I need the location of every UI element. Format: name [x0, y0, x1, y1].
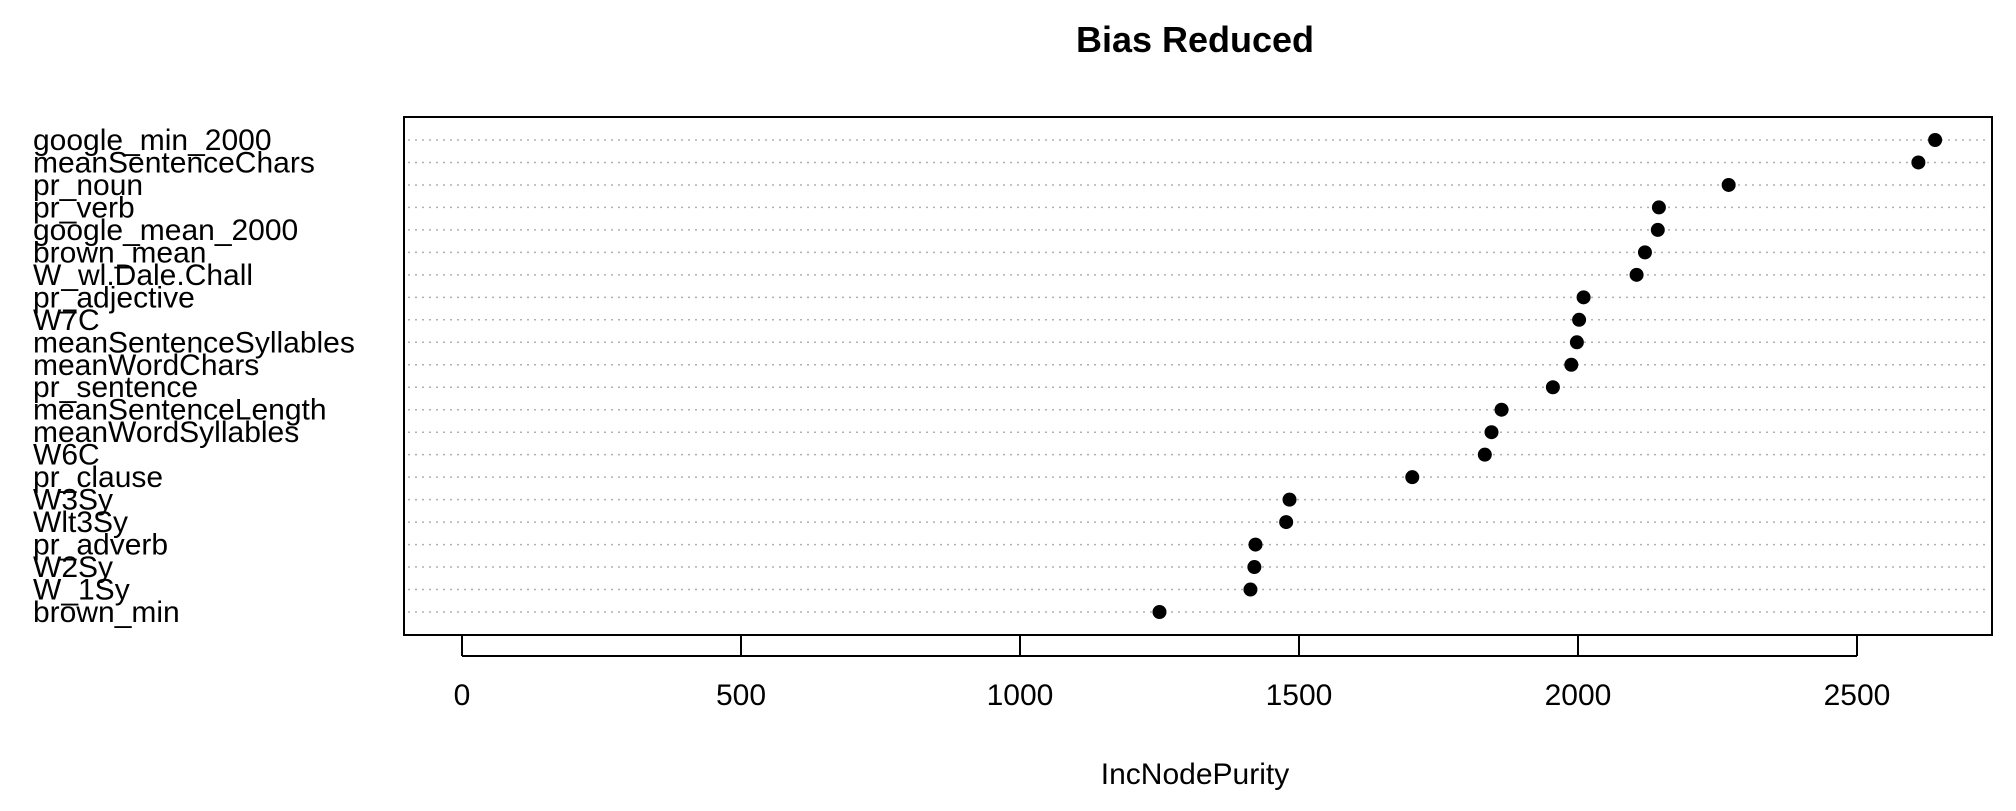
data-point: [1721, 177, 1736, 192]
y-category-label: meanWordSyllables: [33, 416, 299, 449]
y-category-label: W6C: [33, 439, 100, 472]
data-point: [1564, 357, 1579, 372]
y-category-label: Wlt3Sy: [33, 506, 128, 539]
x-tick-label: 0: [454, 679, 471, 712]
data-point: [1494, 402, 1509, 417]
data-point: [1572, 312, 1587, 327]
data-point: [1650, 222, 1665, 237]
data-point: [1405, 470, 1420, 485]
data-point: [1247, 560, 1262, 575]
x-tick-label: 2000: [1545, 679, 1612, 712]
y-category-label: pr_verb: [33, 191, 135, 224]
x-axis-label: IncNodePurity: [1101, 758, 1289, 791]
y-category-label: W_wl.Dale.Chall: [33, 259, 253, 292]
y-category-label: google_mean_2000: [33, 214, 298, 247]
x-tick-label: 500: [716, 679, 766, 712]
y-category-label: W2Sy: [33, 551, 113, 584]
plot-frame: [403, 116, 1993, 636]
data-point: [1279, 515, 1294, 530]
y-category-label: meanWordChars: [33, 349, 259, 382]
data-point: [1651, 200, 1666, 215]
data-point: [1928, 133, 1943, 147]
y-category-label: W3Sy: [33, 484, 113, 517]
data-point: [1569, 335, 1584, 350]
x-tick-label: 1500: [1266, 679, 1333, 712]
y-category-label: W_1Sy: [33, 574, 130, 607]
y-category-label: pr_noun: [33, 169, 143, 202]
x-tick-label: 1000: [987, 679, 1054, 712]
chart-title: Bias Reduced: [1076, 19, 1314, 60]
y-category-label: google_min_2000: [33, 124, 272, 157]
y-category-label: brown_mean: [33, 236, 206, 269]
y-category-label: pr_clause: [33, 461, 163, 494]
data-point: [1152, 605, 1167, 619]
y-category-label: meanSentenceSyllables: [33, 326, 355, 359]
data-point: [1477, 447, 1492, 462]
data-point: [1243, 582, 1258, 597]
y-category-label: pr_adjective: [33, 281, 195, 314]
x-tick-label: 2500: [1824, 679, 1891, 712]
y-category-label: meanSentenceChars: [33, 146, 315, 179]
data-point: [1911, 155, 1926, 170]
grid-lines: [408, 139, 1988, 613]
data-point: [1576, 290, 1591, 305]
y-category-label: meanSentenceLength: [33, 394, 327, 427]
data-point: [1484, 425, 1499, 440]
y-category-label: W7C: [33, 304, 100, 337]
data-point: [1629, 267, 1644, 282]
y-category-label: pr_sentence: [33, 371, 198, 404]
data-point: [1282, 492, 1297, 507]
x-axis: 0 500 1000 1500 2000 2500: [454, 636, 1891, 712]
y-category-label: pr_adverb: [33, 529, 168, 562]
y-labels: google_min_2000meanSentenceCharspr_nounp…: [33, 124, 355, 629]
data-point: [1637, 245, 1652, 260]
data-point: [1248, 537, 1263, 552]
data-point: [1545, 380, 1560, 395]
data-points: [1152, 133, 1943, 619]
y-category-label: brown_min: [33, 596, 180, 629]
